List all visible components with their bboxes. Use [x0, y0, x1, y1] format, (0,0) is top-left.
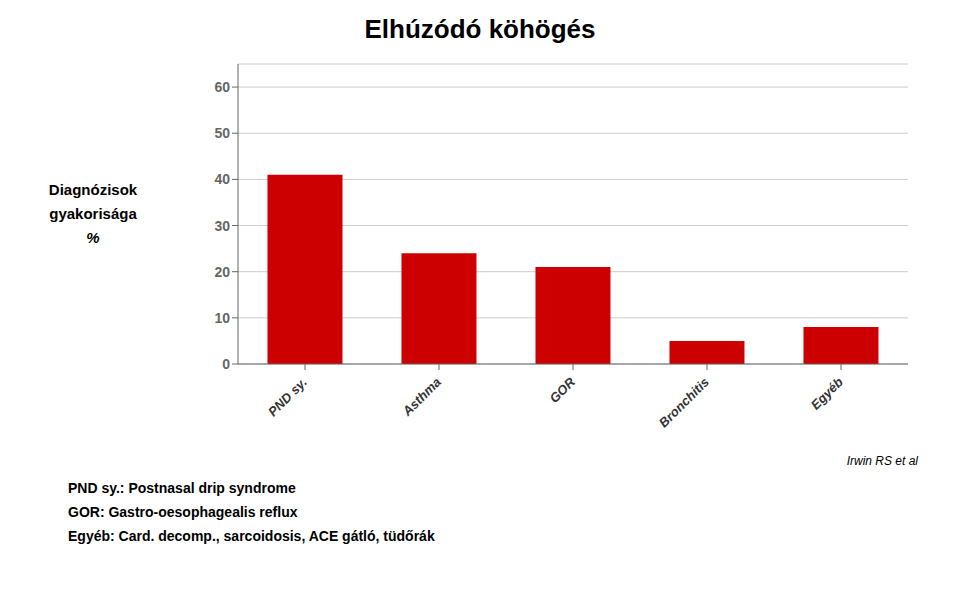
html-text:Egyéb: Card. decomp., sarcoido: Egyéb: Card. decomp., sarcoidosis, ACE g…	[68, 528, 435, 544]
svg-text:20: 20	[214, 264, 230, 280]
svg-text:0: 0	[222, 356, 230, 372]
html-text:gyakorisága: gyakorisága	[49, 205, 137, 222]
svg-text:30: 30	[214, 218, 230, 234]
svg-text:10: 10	[214, 310, 230, 326]
svg-text:60: 60	[214, 79, 230, 95]
html-text:Irwin RS et al: Irwin RS et al	[846, 454, 918, 468]
html-text:Diagnózisok: Diagnózisok	[48, 181, 138, 198]
html-text:PND sy.: Postnasal drip syndro: PND sy.: Postnasal drip syndrome	[68, 480, 296, 496]
svg-text:40: 40	[214, 171, 230, 187]
svg-text:Egyéb: Egyéb	[808, 374, 846, 412]
html-text:Elhúzódó köhögés: Elhúzódó köhögés	[364, 14, 596, 44]
svg-text:GOR: GOR	[546, 374, 578, 406]
svg-text:Bronchitis: Bronchitis	[656, 374, 712, 430]
html-text:GOR: Gastro-oesophagealis refl: GOR: Gastro-oesophagealis reflux	[68, 504, 298, 520]
svg-text:Asthma: Asthma	[399, 374, 444, 419]
svg-text:PND sy.: PND sy.	[265, 374, 310, 419]
svg-text:50: 50	[214, 125, 230, 141]
